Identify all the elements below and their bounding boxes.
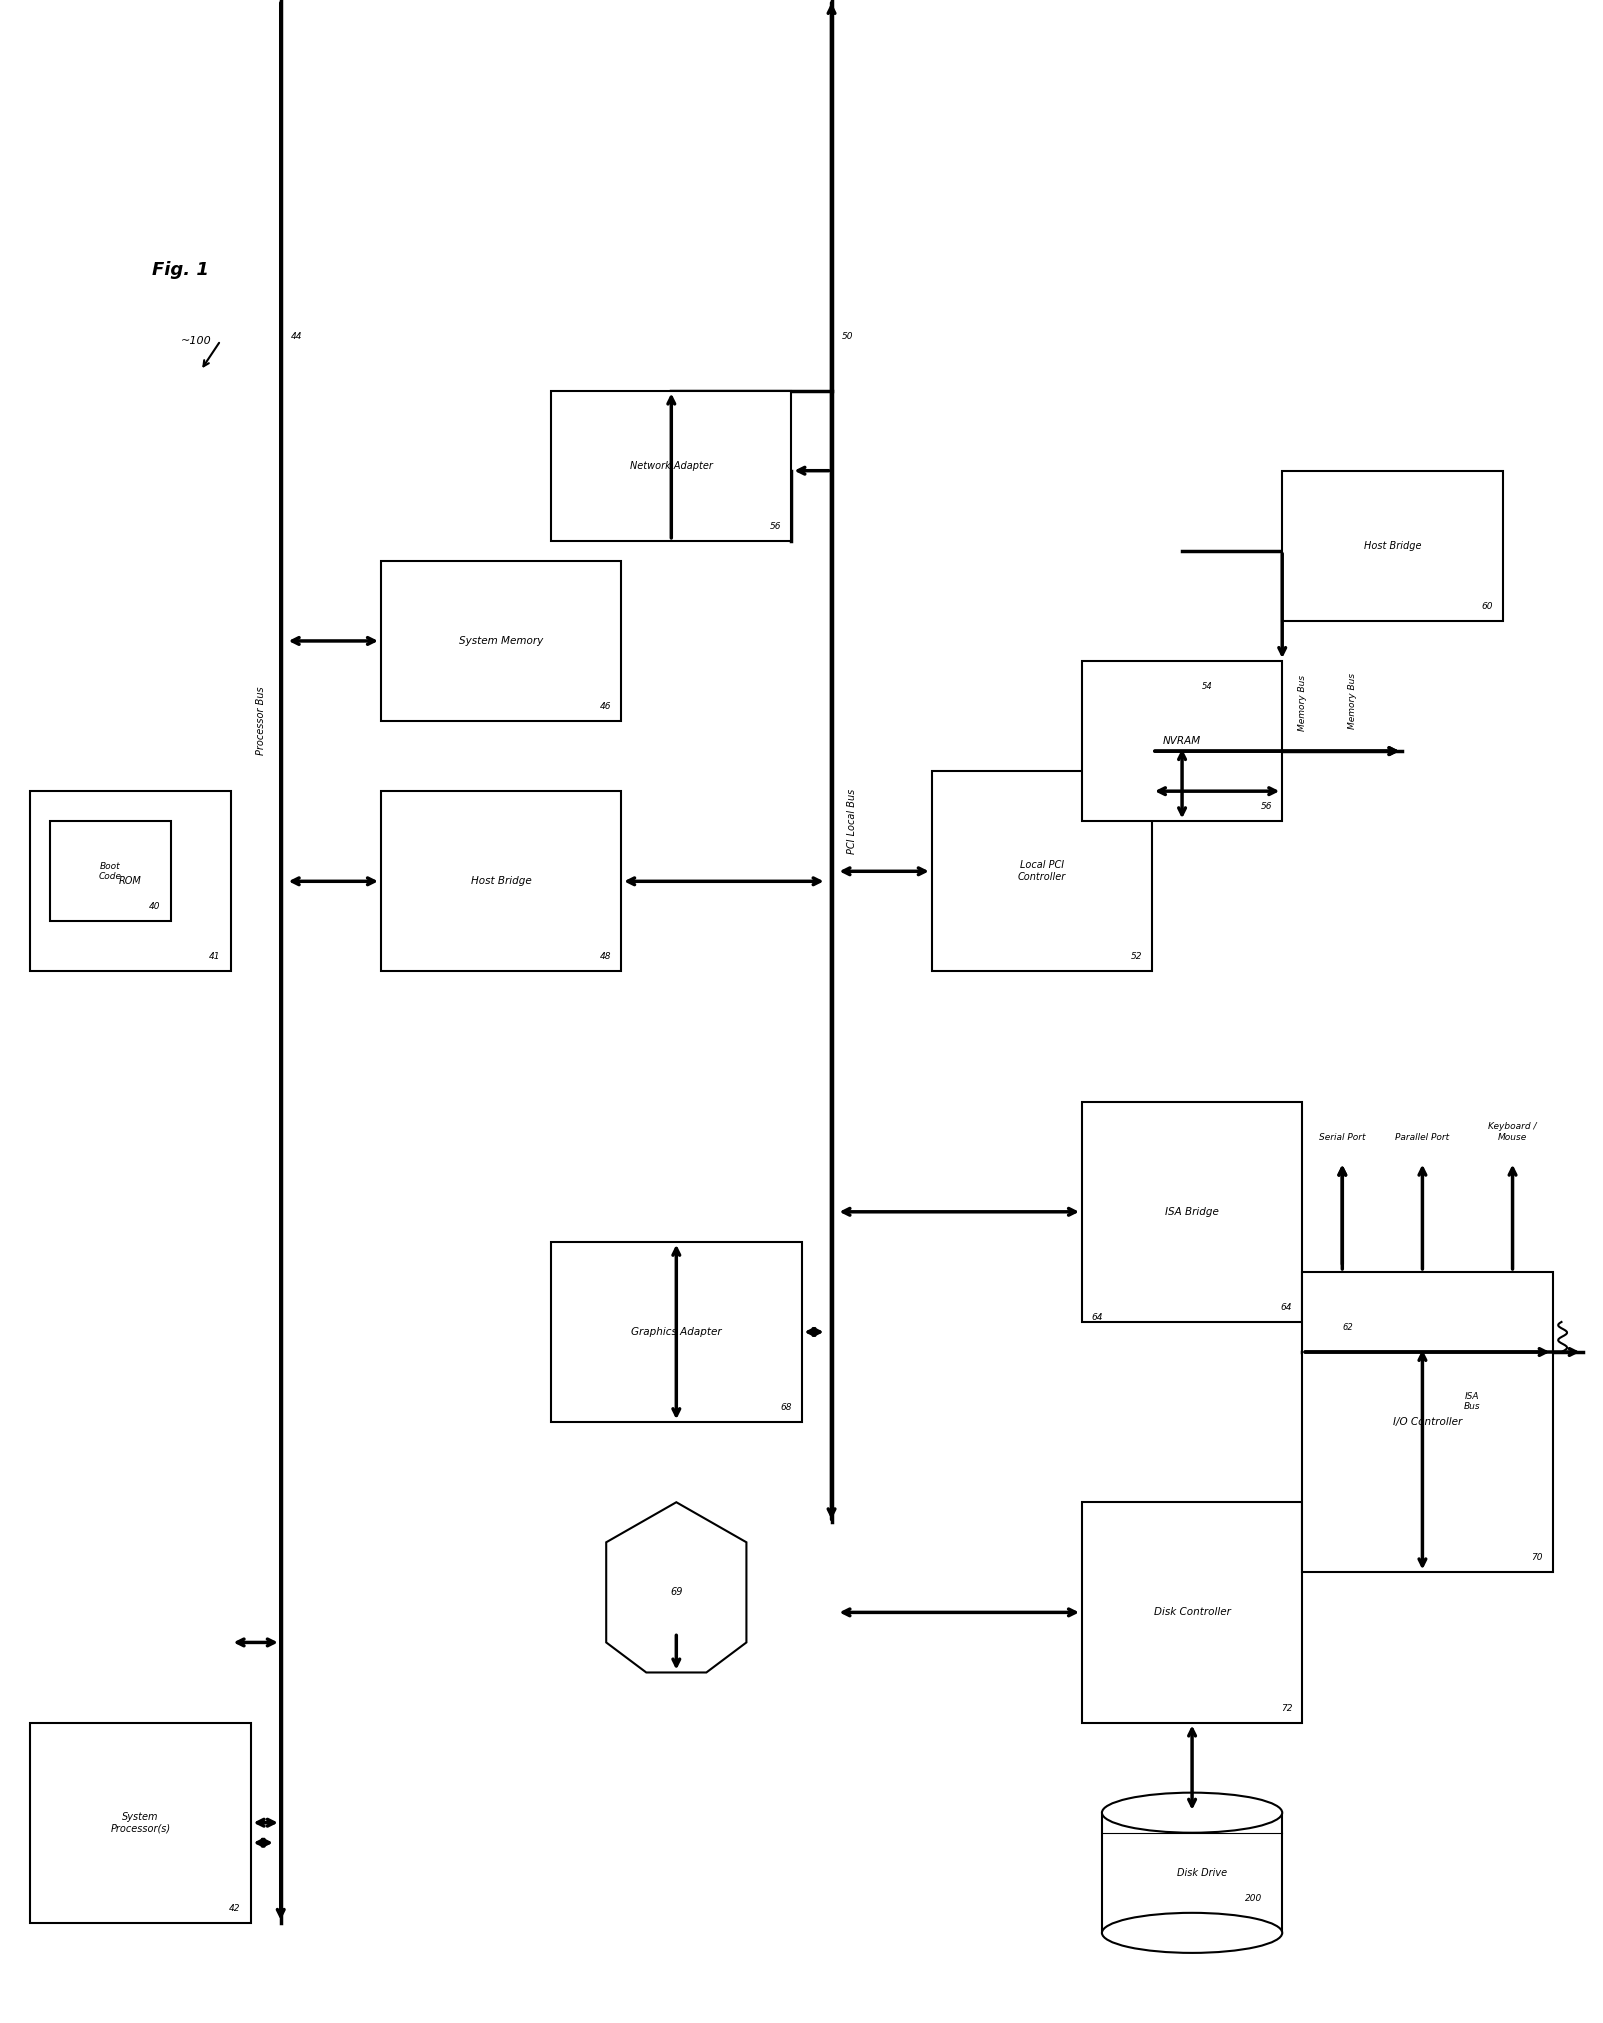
- Text: 41: 41: [208, 953, 221, 961]
- Ellipse shape: [1101, 1792, 1282, 1833]
- Text: 64: 64: [1281, 1303, 1292, 1313]
- Text: 44: 44: [290, 332, 303, 340]
- Text: NVRAM: NVRAM: [1162, 736, 1201, 746]
- Bar: [382, 791, 622, 971]
- Text: 60: 60: [1481, 603, 1492, 611]
- Text: 70: 70: [1531, 1554, 1542, 1562]
- Text: 52: 52: [1130, 953, 1141, 961]
- Text: Disk Controller: Disk Controller: [1154, 1608, 1231, 1618]
- Text: 48: 48: [600, 953, 611, 961]
- Text: Disk Drive: Disk Drive: [1177, 1867, 1228, 1877]
- Text: Parallel Port: Parallel Port: [1395, 1133, 1449, 1141]
- Text: 64: 64: [1092, 1313, 1103, 1321]
- Text: Boot
Code: Boot Code: [99, 862, 122, 880]
- Text: 69: 69: [670, 1588, 683, 1598]
- Polygon shape: [606, 1503, 747, 1673]
- Text: Host Bridge: Host Bridge: [471, 876, 532, 886]
- Text: 40: 40: [149, 902, 160, 910]
- Text: 46: 46: [600, 702, 611, 710]
- Text: 72: 72: [1281, 1703, 1292, 1713]
- Bar: [551, 1242, 802, 1422]
- Text: Network Adapter: Network Adapter: [630, 461, 713, 471]
- Bar: [1082, 1103, 1302, 1321]
- Text: 50: 50: [842, 332, 853, 340]
- Text: Memory Bus: Memory Bus: [1348, 674, 1356, 728]
- Text: ISA Bridge: ISA Bridge: [1165, 1208, 1218, 1216]
- Text: Host Bridge: Host Bridge: [1364, 540, 1422, 550]
- Bar: [1282, 471, 1502, 621]
- Text: 56: 56: [769, 522, 782, 530]
- Text: Serial Port: Serial Port: [1319, 1133, 1366, 1141]
- Text: 62: 62: [1342, 1323, 1353, 1331]
- Text: I/O Controller: I/O Controller: [1393, 1416, 1462, 1426]
- Bar: [50, 821, 170, 920]
- Text: Memory Bus: Memory Bus: [1298, 676, 1306, 730]
- Text: ROM: ROM: [119, 876, 143, 886]
- Text: ISA
Bus: ISA Bus: [1464, 1392, 1481, 1412]
- Bar: [30, 791, 231, 971]
- Bar: [931, 771, 1153, 971]
- Bar: [1082, 1503, 1302, 1722]
- Text: 200: 200: [1246, 1894, 1262, 1904]
- Bar: [1302, 1272, 1553, 1572]
- Bar: [551, 390, 792, 540]
- Text: Graphics Adapter: Graphics Adapter: [632, 1327, 721, 1337]
- Text: Processor Bus: Processor Bus: [256, 686, 266, 755]
- Bar: [382, 560, 622, 720]
- Text: System
Processor(s): System Processor(s): [111, 1813, 170, 1833]
- Bar: [1101, 1813, 1282, 1932]
- Bar: [1082, 662, 1282, 821]
- Text: 54: 54: [1202, 682, 1213, 692]
- Text: ~100: ~100: [181, 336, 212, 346]
- Text: System Memory: System Memory: [458, 635, 543, 645]
- Text: Local PCI
Controller: Local PCI Controller: [1018, 860, 1066, 882]
- Text: 68: 68: [781, 1404, 792, 1412]
- Text: PCI Local Bus: PCI Local Bus: [846, 789, 856, 854]
- Text: 56: 56: [1260, 803, 1273, 811]
- Text: 42: 42: [229, 1904, 240, 1914]
- Text: Keyboard /
Mouse: Keyboard / Mouse: [1488, 1123, 1537, 1141]
- Ellipse shape: [1101, 1914, 1282, 1952]
- Bar: [30, 1722, 250, 1922]
- Text: Fig. 1: Fig. 1: [152, 261, 208, 279]
